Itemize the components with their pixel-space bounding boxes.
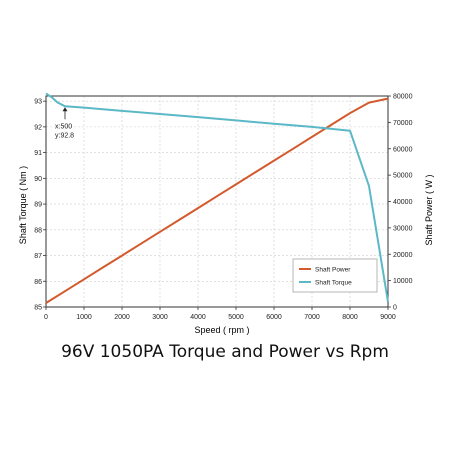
- chart-caption: 96V 1050PA Torque and Power vs Rpm: [61, 342, 389, 362]
- y-left-tick-label: 93: [34, 99, 42, 106]
- annotation-text-y: y:92.8: [55, 132, 74, 139]
- y-right-tick-label: 70000: [393, 120, 413, 127]
- chart: 0 1000 2000 3000 4000 5000 6000 7000 8000 9000 85 8…: [18, 92, 434, 335]
- y-right-tick-label: 0: [393, 305, 397, 312]
- y-left-tick-label: 87: [34, 253, 42, 260]
- annotation-text-x: x:500: [55, 123, 72, 130]
- x-tick-label: 9000: [380, 314, 396, 321]
- x-tick-label: 4000: [190, 314, 206, 321]
- x-tick-label: 1000: [76, 314, 92, 321]
- y-left-tick-label: 89: [34, 202, 42, 209]
- y-left-tick-label: 92: [34, 124, 42, 131]
- y-right-tick-label: 40000: [393, 199, 413, 206]
- y-left-tick-label: 85: [34, 305, 42, 312]
- series-lines: [45, 92, 389, 304]
- y-left-tick-label: 90: [34, 176, 42, 183]
- legend-box: [292, 258, 378, 293]
- series-line-shaft-power: [45, 97, 389, 304]
- tick-labels: 0 1000 2000 3000 4000 5000 6000 7000 8000 9000 85 8…: [34, 94, 412, 322]
- y-right-tick-label: 60000: [393, 146, 413, 153]
- y-right-tick-label: 50000: [393, 173, 413, 180]
- x-axis-label: Speed ( rpm ): [194, 325, 249, 335]
- y-right-tick-label: 10000: [393, 278, 413, 285]
- x-tick-label: 0: [44, 314, 48, 321]
- y-left-tick-label: 86: [34, 279, 42, 286]
- x-tick-label: 8000: [342, 314, 358, 321]
- y-right-tick-label: 30000: [393, 225, 413, 232]
- annotation-arrowhead: [62, 107, 68, 112]
- x-tick-label: 2000: [114, 314, 130, 321]
- series-line-shaft-torque: [45, 92, 389, 303]
- x-tick-label: 3000: [152, 314, 168, 321]
- legend-label: Shaft Power: [315, 267, 351, 274]
- legend: Shaft Power Shaft Torque: [292, 258, 378, 293]
- x-tick-label: 6000: [266, 314, 282, 321]
- x-tick-label: 7000: [304, 314, 320, 321]
- y-axis-left-label: Shaft Torque ( Nm ): [18, 166, 28, 244]
- x-tick-label: 5000: [228, 314, 244, 321]
- y-axis-right-label: Shaft Power ( W ): [424, 174, 434, 245]
- annotation: x:500 y:92.8: [55, 107, 74, 139]
- y-left-tick-label: 88: [34, 227, 42, 234]
- y-left-tick-label: 91: [34, 150, 42, 157]
- y-right-tick-label: 20000: [393, 252, 413, 259]
- y-right-tick-label: 80000: [393, 94, 413, 101]
- legend-label: Shaft Torque: [315, 280, 352, 287]
